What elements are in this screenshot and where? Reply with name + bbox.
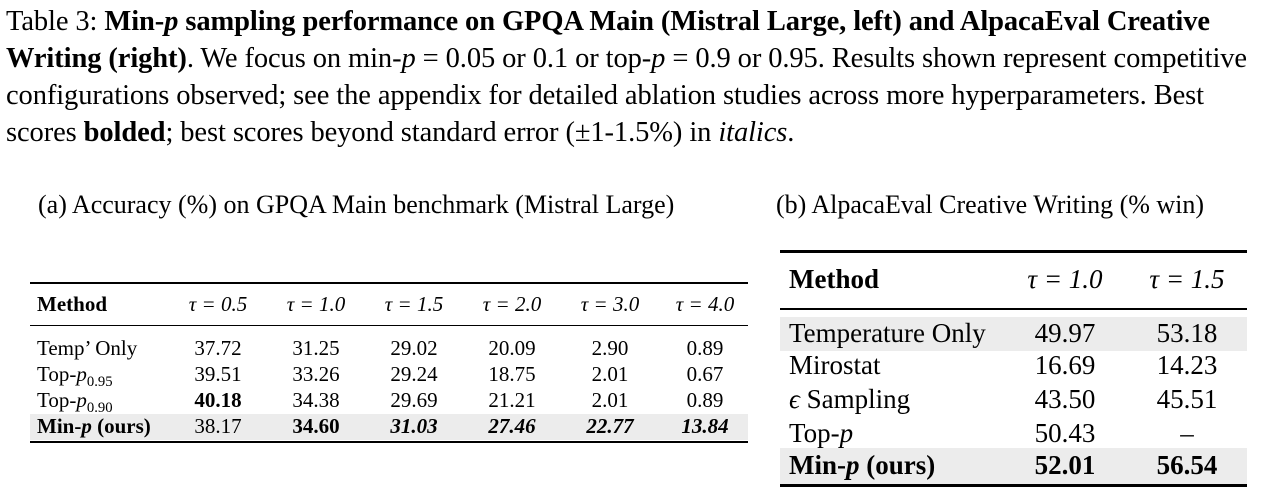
table-b-cell: 52.01: [1034, 450, 1096, 480]
caption-title: Min-p sampling performance on GPQA Main …: [6, 6, 1210, 74]
subcaption-a: (a) Accuracy (%) on GPQA Main benchmark …: [38, 190, 675, 219]
table-b-row-label: Top-p: [789, 418, 853, 449]
table-a-cell: 2.01: [591, 388, 629, 412]
row-label-subscript: 0.95: [86, 374, 113, 391]
table-a-cell: 39.51: [194, 362, 242, 386]
table-b-cell: 45.51: [1156, 384, 1218, 414]
table-a-cell: 37.72: [194, 336, 242, 360]
table-a-cell: 0.67: [686, 362, 724, 386]
table-a-cell: 27.46: [488, 414, 536, 438]
table-a-cell: 29.69: [390, 388, 438, 412]
row-label-suffix: (ours): [859, 450, 936, 480]
table-a-method-header: Method: [37, 292, 107, 316]
table-b-cell: 53.18: [1156, 318, 1218, 348]
row-label-text: Temperature Only: [789, 318, 986, 348]
caption-label: Table 3:: [6, 6, 105, 37]
table-a-col-header: τ = 0.5: [188, 292, 248, 316]
table-a-cell: 22.77: [586, 414, 634, 438]
caption-bolded: bolded: [83, 117, 166, 148]
table-a-cell: 0.89: [686, 336, 724, 360]
table-b-mid-rule: [780, 308, 1247, 310]
row-label-italic: ϵ: [789, 384, 800, 414]
table-a-highlight-row: [30, 414, 748, 440]
table-a-top-rule: [30, 282, 748, 284]
table-a-cell: 18.75: [488, 362, 536, 386]
row-label-suffix: Sampling: [799, 384, 911, 414]
table-a-cell: 31.03: [390, 414, 438, 438]
caption-text-1: . We focus on min-: [186, 43, 402, 74]
row-label-text: Top-: [789, 418, 840, 448]
row-label-italic: p: [839, 418, 854, 448]
table-a-row-label: Top-p0.95: [37, 362, 113, 391]
caption-text-2: = 0.05 or 0.1 or top-: [415, 43, 652, 74]
table-b-shaded-row: [780, 317, 1247, 351]
table-a-cell: 29.02: [390, 336, 438, 360]
table-a-row-label: Min-p (ours): [37, 414, 151, 439]
row-label-text: Min-: [37, 414, 82, 438]
table-b-cell: 56.54: [1156, 450, 1218, 480]
table-a-cell: 34.38: [292, 388, 340, 412]
table-a-cell: 0.89: [686, 388, 724, 412]
subcaption-b: (b) AlpacaEval Creative Writing (% win): [776, 190, 1205, 219]
table-a-cell: 33.26: [292, 362, 340, 386]
table-a-col-header: τ = 1.5: [384, 292, 444, 316]
row-label-text: Temp’ Only: [37, 336, 138, 360]
table-a-cell: 2.01: [591, 362, 629, 386]
row-label-italic: p: [76, 362, 87, 386]
row-label-italic: p: [76, 388, 87, 412]
table-b-highlight-row: [780, 448, 1247, 484]
table-a-cell: 31.25: [292, 336, 340, 360]
table-a-cell: 38.17: [194, 414, 242, 438]
row-label-italic: p: [81, 414, 92, 438]
table-b-cell: 49.97: [1034, 318, 1096, 348]
table-a-cell: 20.09: [488, 336, 536, 360]
table-a-col-header: τ = 1.0: [286, 292, 346, 316]
table-a-cell: 2.90: [591, 336, 629, 360]
table-caption: Table 3: Min-p sampling performance on G…: [6, 6, 1247, 148]
table-a-col-header: τ = 3.0: [580, 292, 640, 316]
caption-italics: italics: [718, 117, 788, 148]
table-b-row-label: ϵ Sampling: [789, 384, 910, 415]
row-label-subscript: 0.90: [86, 400, 113, 417]
row-label-text: Min-: [789, 450, 846, 480]
table-b-col-header: τ = 1.5: [1149, 264, 1225, 294]
caption-text-3: = 0.9 or 0.95. Results shown represent c…: [6, 43, 1247, 148]
table-b-row-label: Mirostat: [789, 350, 881, 381]
table-b-cell: –: [1180, 418, 1194, 448]
row-label-italic: p: [846, 450, 860, 480]
table-a-col-header: τ = 4.0: [675, 292, 735, 316]
table-a-row-label: Temp’ Only: [37, 336, 137, 361]
table-a-bottom-rule: [30, 441, 748, 443]
table-a-cell: 13.84: [681, 414, 729, 438]
table-b-bottom-rule: [780, 484, 1247, 487]
table-b-top-rule: [780, 250, 1247, 253]
table-b-cell: 14.23: [1156, 350, 1218, 380]
caption-text-4: ; best scores beyond standard error (±1-…: [165, 117, 719, 148]
table-b-row-label: Min-p (ours): [789, 450, 935, 481]
table-b-cell: 43.50: [1034, 384, 1096, 414]
table-a-col-header: τ = 2.0: [482, 292, 542, 316]
table-a-cell: 34.60: [292, 414, 340, 438]
table-a-row-label: Top-p0.90: [37, 388, 113, 417]
table-b-cell: 16.69: [1034, 350, 1096, 380]
table-a-cell: 40.18: [194, 388, 242, 412]
table-a-cell: 21.21: [488, 388, 536, 412]
table-b-method-header: Method: [789, 264, 879, 294]
row-label-suffix: (ours): [91, 414, 151, 438]
table-b-row-label: Temperature Only: [789, 318, 986, 349]
table-b-col-header: τ = 1.0: [1027, 264, 1103, 294]
row-label-text: Top-: [37, 362, 77, 386]
table-a-mid-rule: [30, 325, 748, 326]
row-label-text: Top-: [37, 388, 77, 412]
row-label-text: Mirostat: [789, 350, 881, 380]
table-a-cell: 29.24: [390, 362, 438, 386]
table-b-cell: 50.43: [1034, 418, 1096, 448]
